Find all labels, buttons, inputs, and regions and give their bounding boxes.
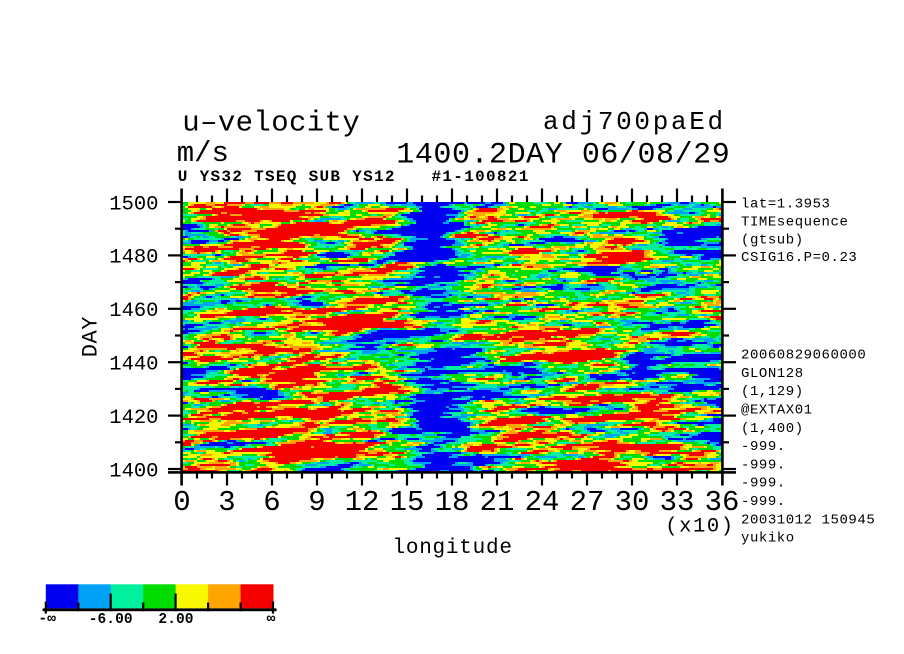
svg-text:CSIG16.P=0.23: CSIG16.P=0.23	[741, 250, 857, 266]
svg-text:1420: 1420	[109, 407, 158, 430]
svg-text:27: 27	[570, 486, 605, 519]
svg-text:3: 3	[218, 486, 235, 519]
svg-text:24: 24	[525, 486, 560, 519]
svg-text:(gtsub): (gtsub)	[741, 232, 804, 248]
svg-text:1400: 1400	[109, 460, 158, 483]
svg-text:21: 21	[480, 486, 515, 519]
svg-text:adj700paEd: adj700paEd	[543, 107, 726, 137]
svg-text:U YS32 TSEQ SUB YS12: U YS32 TSEQ SUB YS12	[178, 168, 396, 186]
svg-text:15: 15	[390, 486, 425, 519]
svg-text:-∞: -∞	[38, 612, 56, 628]
svg-text:@EXTAX01: @EXTAX01	[741, 403, 813, 419]
svg-text:GLON128: GLON128	[741, 366, 804, 382]
svg-text:∞: ∞	[267, 612, 276, 628]
svg-text:30: 30	[615, 486, 650, 519]
svg-text:-999.: -999.	[741, 439, 786, 455]
svg-text:36: 36	[705, 486, 740, 519]
svg-text:TIMEsequence: TIMEsequence	[741, 214, 848, 230]
svg-text:18: 18	[435, 486, 470, 519]
svg-text:20060829060000: 20060829060000	[741, 348, 866, 364]
svg-text:6: 6	[263, 486, 280, 519]
svg-text:1460: 1460	[109, 300, 158, 323]
svg-text:m/s: m/s	[177, 137, 229, 170]
svg-text:9: 9	[308, 486, 325, 519]
svg-text:DAY: DAY	[78, 316, 103, 357]
svg-text:-999.: -999.	[741, 457, 786, 473]
svg-text:u–velocity: u–velocity	[182, 106, 360, 139]
svg-text:1480: 1480	[109, 247, 158, 270]
svg-text:1500: 1500	[109, 193, 158, 216]
svg-text:(x10): (x10)	[665, 516, 735, 539]
svg-text:-999.: -999.	[741, 494, 786, 510]
svg-text:33: 33	[660, 486, 695, 519]
svg-text:12: 12	[345, 486, 380, 519]
svg-text:(1,400): (1,400)	[741, 421, 804, 437]
svg-text:20031012 150945: 20031012 150945	[741, 512, 875, 528]
svg-text:yukiko: yukiko	[741, 531, 795, 547]
svg-text:(1,129): (1,129)	[741, 384, 804, 400]
svg-text:1400.2DAY 06/08/29: 1400.2DAY 06/08/29	[396, 138, 730, 172]
svg-text:#1-100821: #1-100821	[432, 168, 530, 186]
svg-text:0: 0	[173, 486, 190, 519]
svg-text:-6.00: -6.00	[89, 612, 133, 628]
svg-text:-999.: -999.	[741, 476, 786, 492]
svg-text:lat=1.3953: lat=1.3953	[741, 197, 831, 213]
svg-text:longitude: longitude	[393, 537, 513, 560]
svg-text:1440: 1440	[109, 354, 158, 377]
svg-text:2.00: 2.00	[158, 612, 193, 628]
